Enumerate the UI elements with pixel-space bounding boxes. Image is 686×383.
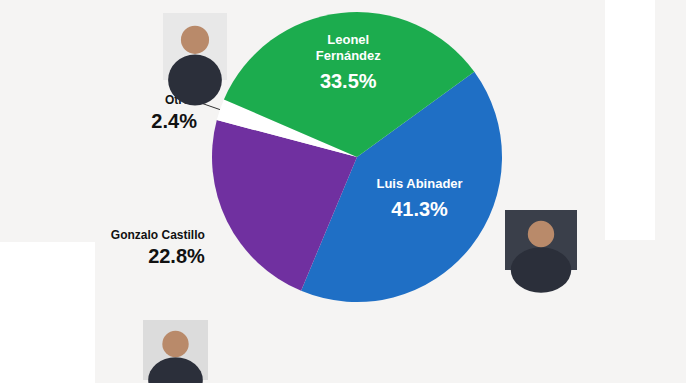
chart: Luis Abinader41.3%Gonzalo Castillo22.8%O…: [0, 0, 686, 383]
portrait-head: [528, 221, 554, 247]
portrait: [505, 210, 577, 293]
portrait-head: [162, 331, 188, 357]
panel: [0, 242, 95, 383]
slice-name: Gonzalo Castillo: [111, 228, 205, 242]
portrait-body: [511, 247, 571, 293]
pie-slice: [224, 12, 474, 157]
panel: [605, 0, 655, 240]
portrait-body: [148, 357, 203, 383]
data-label: 41.3%: [391, 198, 448, 220]
data-label: 22.8%: [148, 245, 205, 267]
portrait: [163, 13, 227, 105]
background: [0, 0, 686, 383]
slice-name-line: Luis Abinader: [376, 176, 462, 191]
slice-name-line: Leonel: [327, 32, 369, 47]
leader-line: [203, 104, 220, 110]
portrait-head: [181, 26, 209, 54]
portrait: [143, 320, 208, 383]
slice-name: LeonelFernández: [316, 32, 382, 63]
data-label: 2.4%: [151, 110, 197, 132]
data-label: 33.5%: [320, 70, 377, 92]
slice-name: Luis Abinader: [376, 176, 462, 191]
slices: [212, 12, 502, 302]
portrait-body: [168, 55, 222, 106]
slice-name-line: Fernández: [316, 48, 382, 63]
